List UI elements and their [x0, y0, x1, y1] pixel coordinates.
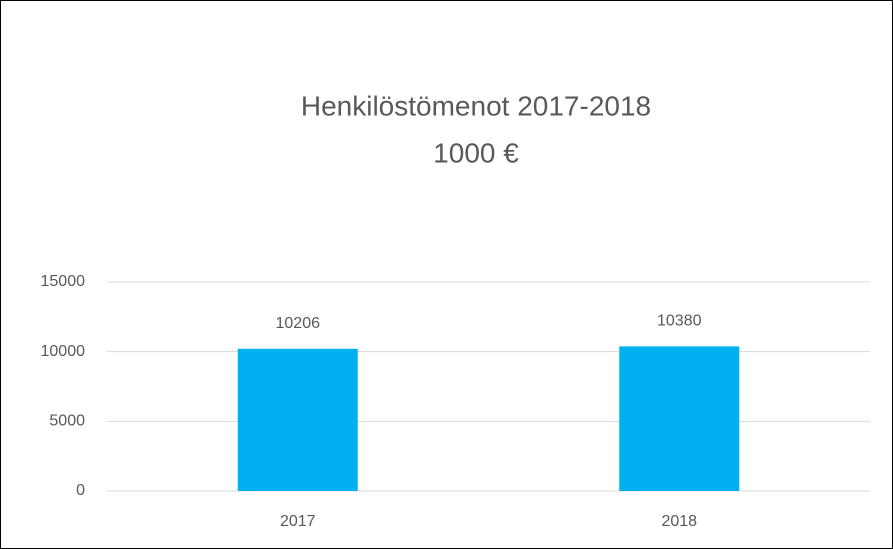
x-tick-label: 2018: [661, 513, 697, 530]
chart-subtitle: 1000 €: [433, 137, 519, 168]
bar: [619, 346, 740, 491]
data-label: 10380: [657, 313, 702, 330]
y-tick-label: 0: [76, 482, 85, 499]
bar: [237, 348, 358, 491]
y-tick-label: 15000: [41, 273, 86, 290]
data-label: 10206: [276, 315, 321, 332]
chart-title: Henkilöstömenot 2017-2018: [301, 90, 651, 121]
y-tick-label: 10000: [41, 343, 86, 360]
x-tick-label: 2017: [280, 513, 316, 530]
y-tick-label: 5000: [49, 413, 85, 430]
